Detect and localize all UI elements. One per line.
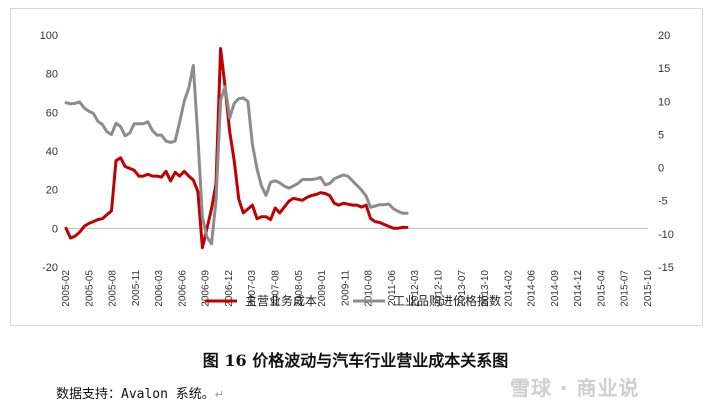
x-tick-label-8: 2007-03 — [247, 270, 258, 307]
right-axis-ticks: 20 15 10 5 0 -5 -10 -15 — [658, 30, 674, 274]
right-tick-label-2: 10 — [658, 96, 670, 108]
x-tick-label-11: 2009-01 — [317, 270, 328, 307]
x-tick-label-10: 2008-05 — [294, 270, 305, 307]
series-lines — [64, 47, 409, 250]
right-tick-label-7: -15 — [658, 262, 674, 274]
x-tick-label-2: 2005-08 — [108, 270, 119, 307]
left-tick-label-1: 80 — [46, 69, 58, 81]
data-source-note: 数据支持：Avalon 系统。↵ — [56, 383, 224, 402]
legend-label-cost: 主营业务成本 — [245, 293, 317, 308]
right-tick-label-1: 15 — [658, 63, 670, 75]
x-tick-label-0: 2005-02 — [61, 270, 72, 307]
legend-label-price: 工业品购进价格指数 — [393, 293, 501, 308]
x-axis-ticks: 2005-02 2005-05 2005-08 2005-11 2006-03 2006-… — [61, 270, 654, 307]
right-tick-label-4: 0 — [658, 163, 664, 175]
x-tick-label-9: 2007-08 — [271, 270, 282, 307]
left-tick-label-3: 40 — [46, 146, 58, 158]
right-tick-label-6: -10 — [658, 229, 674, 241]
x-tick-label-22: 2014-12 — [573, 270, 584, 307]
series-line-price — [64, 64, 409, 246]
left-tick-label-5: 0 — [52, 223, 58, 235]
x-tick-label-6: 2006-09 — [201, 270, 212, 307]
x-tick-label-1: 2005-05 — [84, 270, 95, 307]
x-tick-label-4: 2006-03 — [154, 270, 165, 307]
left-tick-label-4: 20 — [46, 185, 58, 197]
right-tick-label-5: -5 — [658, 196, 668, 208]
data-source-text: 数据支持：Avalon 系统。 — [56, 387, 215, 402]
x-tick-label-15: 2012-03 — [410, 270, 421, 307]
left-tick-label-0: 100 — [40, 30, 58, 42]
x-tick-label-5: 2006-06 — [177, 270, 188, 307]
x-tick-label-16: 2012-10 — [433, 270, 444, 307]
left-tick-label-6: -20 — [42, 262, 58, 274]
x-tick-label-13: 2010-08 — [364, 270, 375, 307]
x-tick-label-24: 2015-07 — [620, 270, 631, 307]
x-tick-label-18: 2013-10 — [480, 270, 491, 307]
x-tick-label-25: 2015-10 — [643, 270, 654, 307]
watermark: 雪球 · 商业说 — [510, 376, 640, 400]
paragraph-mark: ↵ — [214, 388, 225, 401]
x-tick-label-19: 2014-02 — [503, 270, 514, 307]
left-tick-label-2: 60 — [46, 107, 58, 119]
chart-frame — [10, 8, 703, 326]
right-tick-label-0: 20 — [658, 30, 670, 42]
left-axis-ticks: 100 80 60 40 20 0 -20 — [40, 30, 58, 274]
x-tick-label-17: 2013-07 — [457, 270, 468, 307]
x-tick-label-23: 2015-04 — [596, 270, 607, 307]
legend: 主营业务成本 工业品购进价格指数 — [205, 293, 501, 308]
series-line-cost — [64, 47, 409, 250]
x-tick-label-3: 2005-11 — [131, 270, 142, 306]
x-tick-label-7: 2006-12 — [224, 270, 235, 307]
figure-caption: 图 16 价格波动与汽车行业营业成本关系图 — [202, 351, 509, 370]
x-tick-label-20: 2014-06 — [527, 270, 538, 307]
x-tick-label-12: 2009-11 — [340, 270, 351, 306]
x-tick-label-21: 2014-09 — [550, 270, 561, 307]
right-tick-label-3: 5 — [658, 129, 664, 141]
x-tick-label-14: 2011-06 — [387, 270, 398, 306]
